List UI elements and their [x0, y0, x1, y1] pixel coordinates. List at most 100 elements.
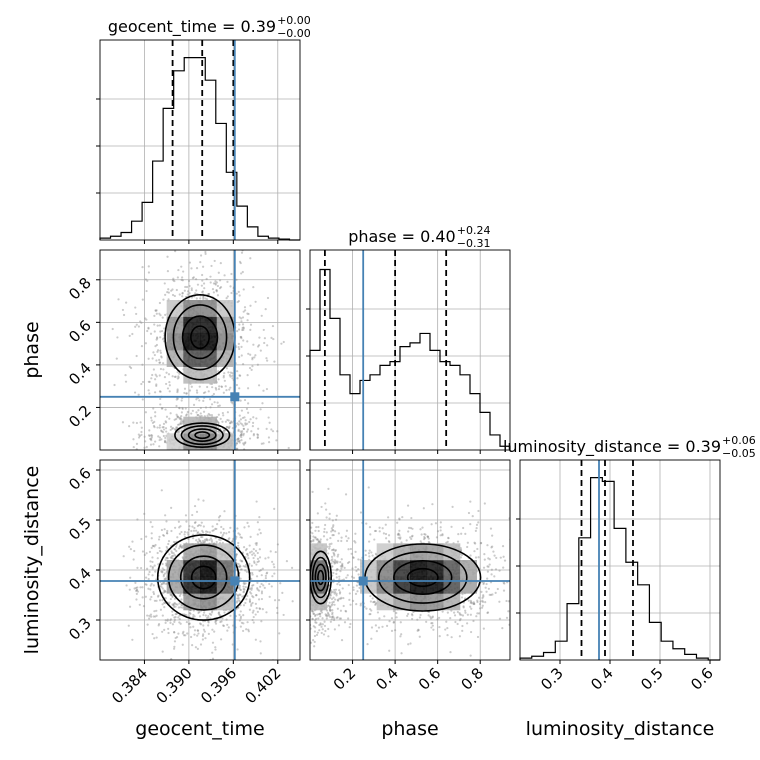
- sample-point: [268, 421, 271, 424]
- sample-point: [155, 359, 158, 362]
- sample-point: [328, 545, 331, 548]
- sample-point: [164, 578, 167, 581]
- sample-point: [242, 424, 245, 427]
- sample-point: [239, 374, 242, 377]
- sample-point: [239, 565, 242, 568]
- sample-point: [374, 552, 378, 555]
- sample-point: [290, 583, 292, 585]
- sample-point: [209, 406, 212, 409]
- sample-point: [338, 583, 342, 587]
- scatter-geocent_time-phase-frame: [99, 249, 301, 451]
- sample-point: [195, 389, 199, 392]
- sample-point: [185, 392, 188, 395]
- sample-point: [330, 530, 333, 533]
- sample-point: [248, 608, 251, 611]
- sample-point: [199, 643, 203, 646]
- sample-point: [154, 543, 157, 547]
- sample-point: [160, 570, 163, 573]
- sample-point: [307, 613, 309, 615]
- sample-point: [242, 326, 245, 329]
- sample-point: [252, 556, 255, 560]
- sample-point: [321, 617, 324, 620]
- sample-point: [330, 604, 333, 607]
- sample-point: [326, 545, 329, 548]
- sample-point: [152, 424, 156, 428]
- sample-point: [153, 353, 156, 357]
- sample-point: [154, 415, 157, 418]
- sample-point: [176, 276, 179, 279]
- sample-point: [152, 592, 156, 596]
- sample-point: [179, 453, 181, 455]
- sample-point: [169, 425, 173, 428]
- sample-point: [148, 550, 152, 553]
- sample-point: [222, 663, 224, 665]
- sample-point: [215, 540, 218, 544]
- sample-point: [188, 456, 190, 458]
- sample-point: [410, 516, 413, 520]
- sample-point: [210, 613, 213, 616]
- sample-point: [239, 593, 242, 596]
- sample-point: [246, 428, 250, 431]
- sample-point: [177, 462, 179, 464]
- sample-point: [170, 555, 174, 558]
- sample-point: [149, 332, 153, 335]
- sample-point: [488, 558, 491, 561]
- sample-point: [178, 594, 182, 597]
- sample-point: [189, 456, 191, 458]
- sample-point: [188, 284, 191, 288]
- sample-point: [434, 522, 438, 525]
- sample-point: [249, 304, 252, 307]
- sample-point: [246, 422, 249, 425]
- sample-point: [162, 422, 166, 425]
- sample-point: [401, 515, 404, 519]
- sample-point: [431, 622, 434, 625]
- sample-point: [226, 454, 228, 456]
- sample-point: [374, 624, 377, 627]
- sample-point: [313, 634, 317, 638]
- sample-point: [244, 422, 247, 425]
- panel-geocent_time-phase: [100, 250, 306, 464]
- sample-point: [257, 589, 261, 592]
- sample-point: [222, 527, 225, 531]
- sample-point: [247, 312, 250, 316]
- sample-point: [160, 489, 163, 492]
- sample-point: [150, 546, 153, 549]
- sample-point: [251, 356, 254, 359]
- sample-point: [258, 528, 261, 531]
- sample-point: [316, 613, 319, 616]
- sample-point: [144, 278, 147, 281]
- sample-point: [502, 566, 505, 569]
- sample-point: [340, 639, 344, 642]
- sample-point: [222, 533, 225, 536]
- sample-point: [217, 421, 220, 424]
- sample-point: [158, 361, 162, 364]
- sample-point: [173, 279, 176, 283]
- sample-point: [163, 441, 167, 444]
- sample-point: [146, 329, 149, 333]
- sample-point: [173, 616, 176, 619]
- sample-point: [275, 439, 278, 442]
- sample-point: [178, 406, 181, 409]
- sample-point: [242, 442, 245, 445]
- contour-line: [156, 534, 251, 621]
- sample-point: [220, 385, 223, 388]
- sample-point: [264, 557, 267, 560]
- sample-point: [242, 585, 245, 588]
- sample-point: [199, 623, 203, 626]
- sample-point: [155, 336, 159, 339]
- sample-point: [202, 282, 206, 285]
- sample-point: [164, 427, 168, 430]
- sample-point: [207, 616, 210, 620]
- sample-point: [176, 377, 179, 380]
- sample-point: [307, 574, 309, 576]
- sample-point: [239, 399, 242, 402]
- sample-point: [304, 329, 306, 331]
- sample-point: [173, 294, 176, 298]
- sample-point: [194, 278, 198, 281]
- sample-point: [171, 426, 175, 430]
- sample-point: [282, 340, 285, 344]
- sample-point: [397, 536, 400, 539]
- sample-point: [248, 437, 252, 440]
- sample-point: [213, 457, 215, 459]
- sample-point: [231, 402, 234, 405]
